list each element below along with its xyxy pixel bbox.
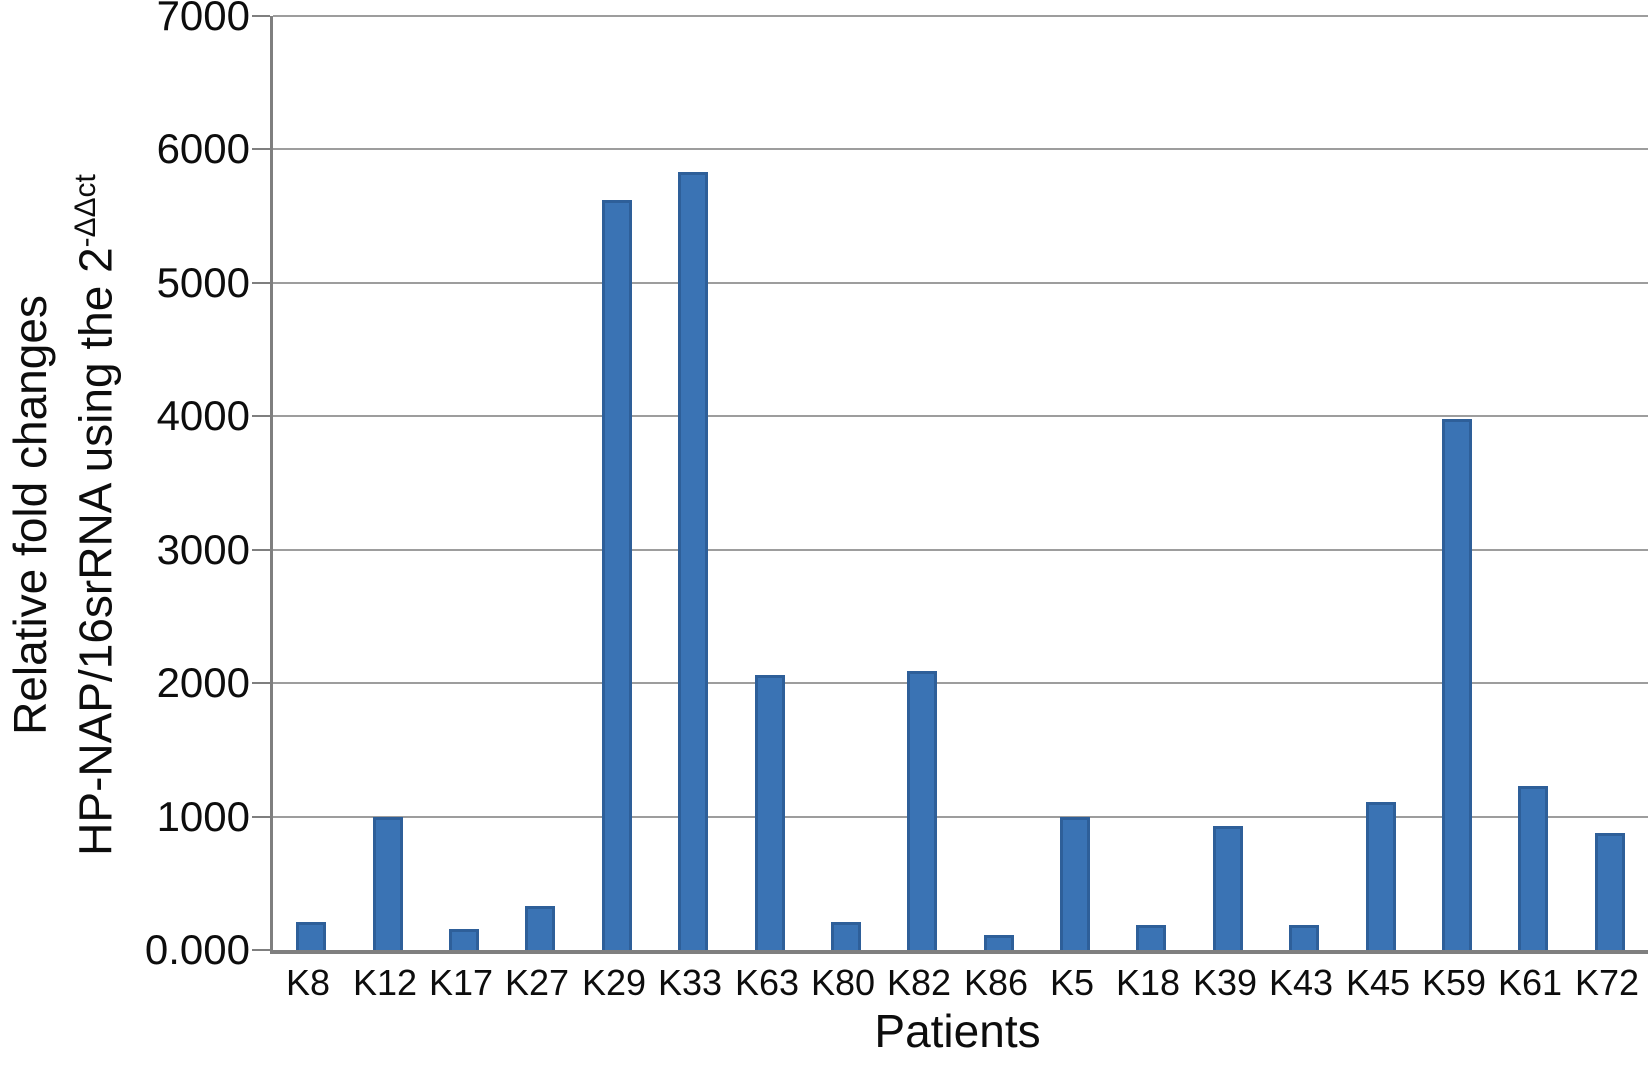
y-axis-tick-7000 xyxy=(252,15,270,17)
gridline-5000 xyxy=(273,282,1648,284)
y-axis-tick-0 xyxy=(252,949,270,951)
x-tick-label-K43: K43 xyxy=(1268,962,1334,1003)
bar-K5 xyxy=(1060,817,1090,950)
y-tick-label-3000: 3000 xyxy=(156,526,250,573)
bar-K59 xyxy=(1442,419,1472,950)
x-tick-label-K45: K45 xyxy=(1345,962,1411,1003)
plot-area xyxy=(270,15,1648,954)
y-axis-tick-2000 xyxy=(252,682,270,684)
bar-K45 xyxy=(1366,802,1396,950)
x-tick-label-K59: K59 xyxy=(1421,962,1487,1003)
y-tick-label-7000: 7000 xyxy=(156,0,250,39)
x-tick-label-K8: K8 xyxy=(285,962,331,1003)
bar-K33 xyxy=(678,172,708,950)
y-tick-label-0: 0.000 xyxy=(144,926,250,973)
x-tick-label-K33: K33 xyxy=(657,962,723,1003)
bar-K39 xyxy=(1213,826,1243,950)
x-tick-label-K86: K86 xyxy=(963,962,1029,1003)
y-tick-label-2000: 2000 xyxy=(156,659,250,706)
x-tick-label-K61: K61 xyxy=(1497,962,1563,1003)
y-axis-tick-4000 xyxy=(252,415,270,417)
bar-K18 xyxy=(1136,925,1166,950)
bar-K86 xyxy=(984,935,1014,950)
bar-K43 xyxy=(1289,925,1319,950)
gridline-1000 xyxy=(273,816,1648,818)
x-tick-label-K18: K18 xyxy=(1115,962,1181,1003)
bar-K61 xyxy=(1518,786,1548,950)
x-tick-label-K63: K63 xyxy=(734,962,800,1003)
x-tick-label-K39: K39 xyxy=(1192,962,1258,1003)
bar-K8 xyxy=(296,922,326,950)
x-tick-label-K72: K72 xyxy=(1574,962,1640,1003)
y-tick-label-1000: 1000 xyxy=(156,793,250,840)
gridline-2000 xyxy=(273,682,1648,684)
y-axis-tick-3000 xyxy=(252,549,270,551)
gridline-6000 xyxy=(273,148,1648,150)
bar-K82 xyxy=(907,671,937,950)
y-axis-tick-5000 xyxy=(252,282,270,284)
x-tick-label-K17: K17 xyxy=(428,962,494,1003)
gridline-7000 xyxy=(273,15,1648,17)
bar-K63 xyxy=(755,675,785,950)
x-axis-title: Patients xyxy=(874,1005,1041,1057)
x-tick-label-K5: K5 xyxy=(1049,962,1095,1003)
y-tick-label-4000: 4000 xyxy=(156,392,250,439)
bar-K72 xyxy=(1595,833,1625,950)
y-axis-tick-1000 xyxy=(252,816,270,818)
gridline-4000 xyxy=(273,415,1648,417)
bar-K27 xyxy=(525,906,555,950)
bar-K29 xyxy=(602,200,632,950)
gridline-3000 xyxy=(273,549,1648,551)
x-tick-label-K12: K12 xyxy=(352,962,418,1003)
y-axis-tick-6000 xyxy=(252,148,270,150)
x-tick-label-K27: K27 xyxy=(504,962,570,1003)
bar-K12 xyxy=(373,817,403,950)
y-axis-title-exponent: -ΔΔct xyxy=(69,174,102,248)
y-tick-label-5000: 5000 xyxy=(156,259,250,306)
x-tick-label-K80: K80 xyxy=(810,962,876,1003)
y-tick-label-6000: 6000 xyxy=(156,125,250,172)
bar-K80 xyxy=(831,922,861,950)
bar-K17 xyxy=(449,929,479,950)
x-tick-label-K29: K29 xyxy=(581,962,647,1003)
y-axis-title-line1: Relative fold changes xyxy=(4,295,56,735)
x-tick-label-K82: K82 xyxy=(886,962,952,1003)
